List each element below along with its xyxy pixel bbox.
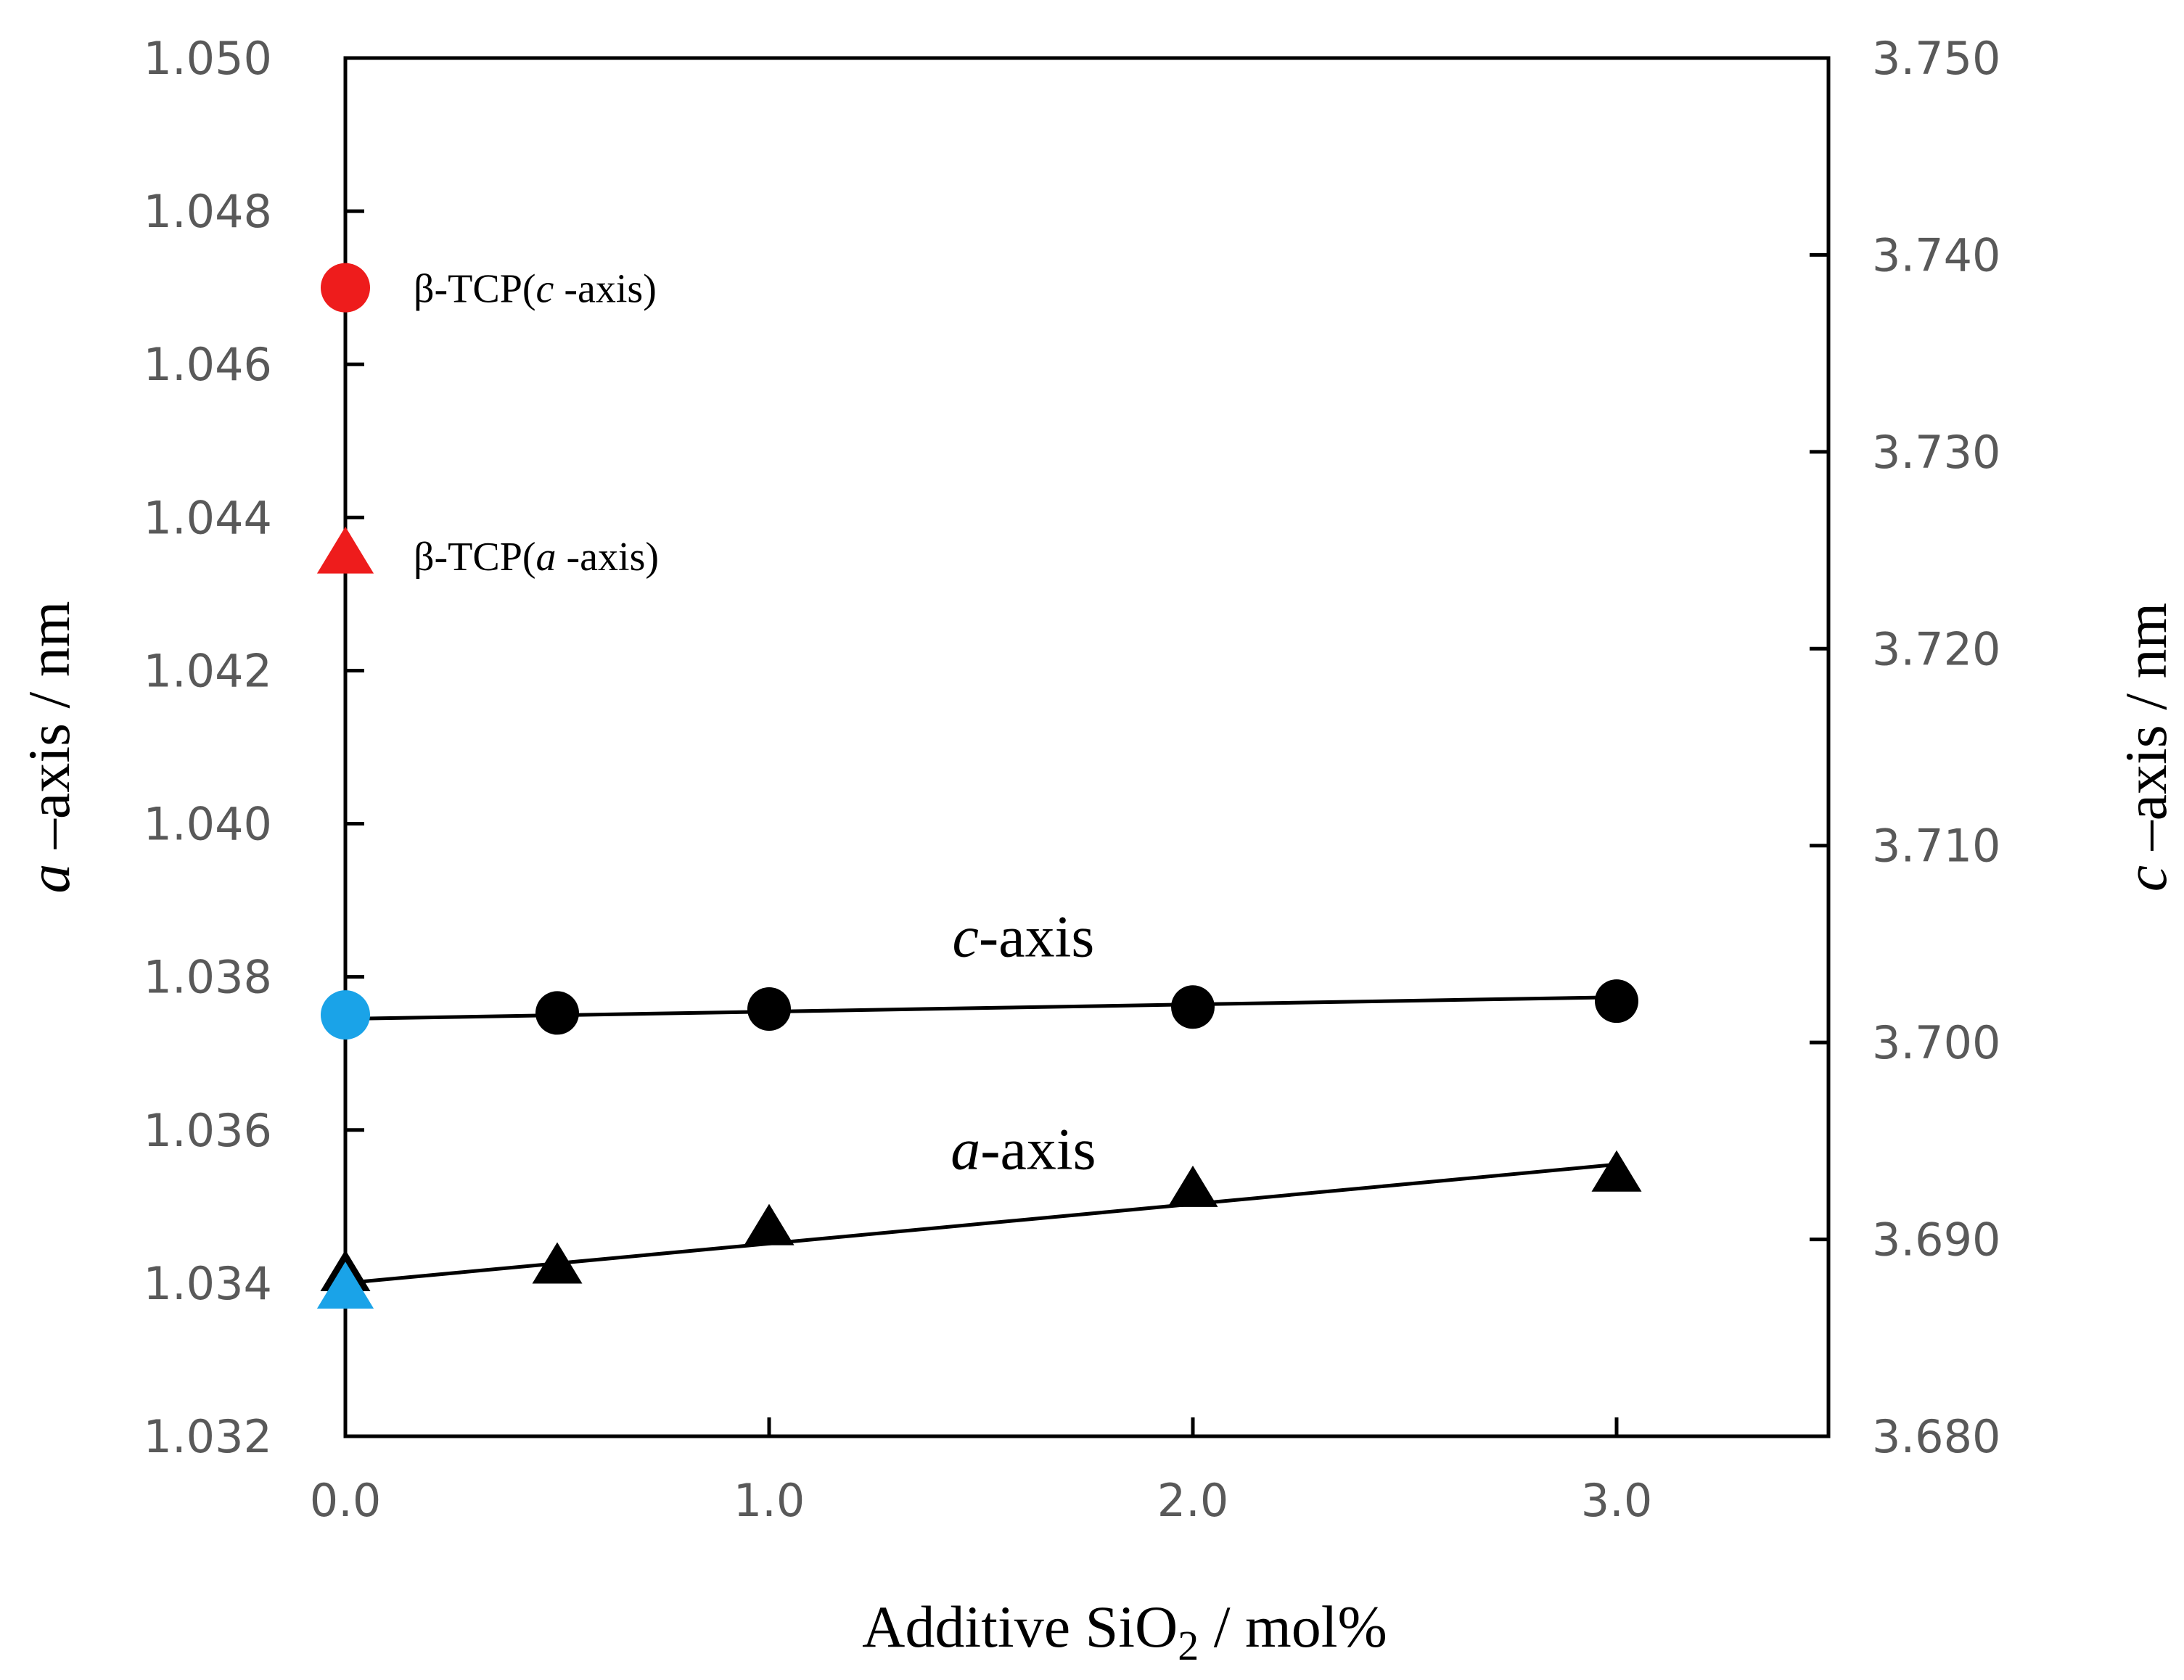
- left-tick-label: 1.038: [144, 951, 273, 1004]
- x-tick-label: 2.0: [1157, 1474, 1229, 1527]
- left-axis-ticks: 1.032 1.034 1.036 1.038 1.040 1.042 1.044 1.046…: [144, 32, 364, 1463]
- x-tick-label: 0.0: [310, 1474, 382, 1527]
- c-axis-point: [747, 987, 791, 1031]
- a-axis-point: [744, 1203, 795, 1245]
- x-axis-title: Additive SiO2 / mol%: [862, 1594, 1387, 1669]
- left-tick-label: 1.044: [144, 491, 273, 544]
- c-axis-label: c-axis: [952, 904, 1094, 970]
- right-tick-label: 3.720: [1872, 622, 2001, 675]
- reference-point: [321, 263, 370, 313]
- c-axis-point: [535, 991, 579, 1035]
- data-markers: [316, 263, 1642, 1309]
- highlight-point: [321, 990, 370, 1040]
- a-axis-label: a-axis: [951, 1116, 1096, 1182]
- reference-label: β-TCP(c -axis): [414, 267, 657, 312]
- c-axis-point: [1595, 979, 1638, 1024]
- right-tick-label: 3.710: [1872, 820, 2001, 873]
- left-tick-label: 1.040: [144, 798, 273, 851]
- c-axis-point: [1171, 985, 1215, 1029]
- plot-frame: [343, 56, 1831, 1438]
- a-axis-point: [532, 1242, 583, 1284]
- right-tick-label: 3.750: [1872, 32, 2001, 85]
- a-axis-trendline: [345, 1162, 1617, 1285]
- x-axis-ticks: 0.0 1.0 2.0 3.0: [310, 1417, 1653, 1527]
- right-tick-label: 3.740: [1872, 228, 2001, 281]
- a-axis-point: [1167, 1165, 1218, 1207]
- right-tick-label: 3.730: [1872, 426, 2001, 479]
- series-labels: c-axis a-axis β-TCP(c -axis) β-TCP(a -axis): [414, 267, 1096, 1182]
- x-tick-label: 1.0: [734, 1474, 805, 1527]
- right-tick-label: 3.690: [1872, 1214, 2001, 1267]
- left-axis-title: a –axis / nm: [16, 601, 82, 893]
- right-tick-label: 3.700: [1872, 1016, 2001, 1069]
- left-tick-label: 1.050: [144, 32, 273, 85]
- left-tick-label: 1.046: [144, 338, 273, 391]
- reference-label: β-TCP(a -axis): [414, 535, 659, 580]
- left-tick-label: 1.042: [144, 644, 273, 697]
- left-tick-label: 1.036: [144, 1104, 273, 1157]
- highlight-point: [316, 1261, 374, 1309]
- left-tick-label: 1.032: [144, 1410, 273, 1463]
- right-axis-title: c –axis / nm: [2113, 603, 2179, 892]
- right-tick-label: 3.680: [1872, 1410, 2001, 1463]
- reference-point: [316, 527, 374, 574]
- right-axis-ticks: 3.680 3.690 3.700 3.710 3.720 3.730 3.740 3.750: [1810, 32, 2001, 1463]
- x-tick-label: 3.0: [1581, 1474, 1653, 1527]
- a-axis-point: [1591, 1150, 1642, 1192]
- left-tick-label: 1.034: [144, 1257, 273, 1310]
- left-tick-label: 1.048: [144, 185, 273, 238]
